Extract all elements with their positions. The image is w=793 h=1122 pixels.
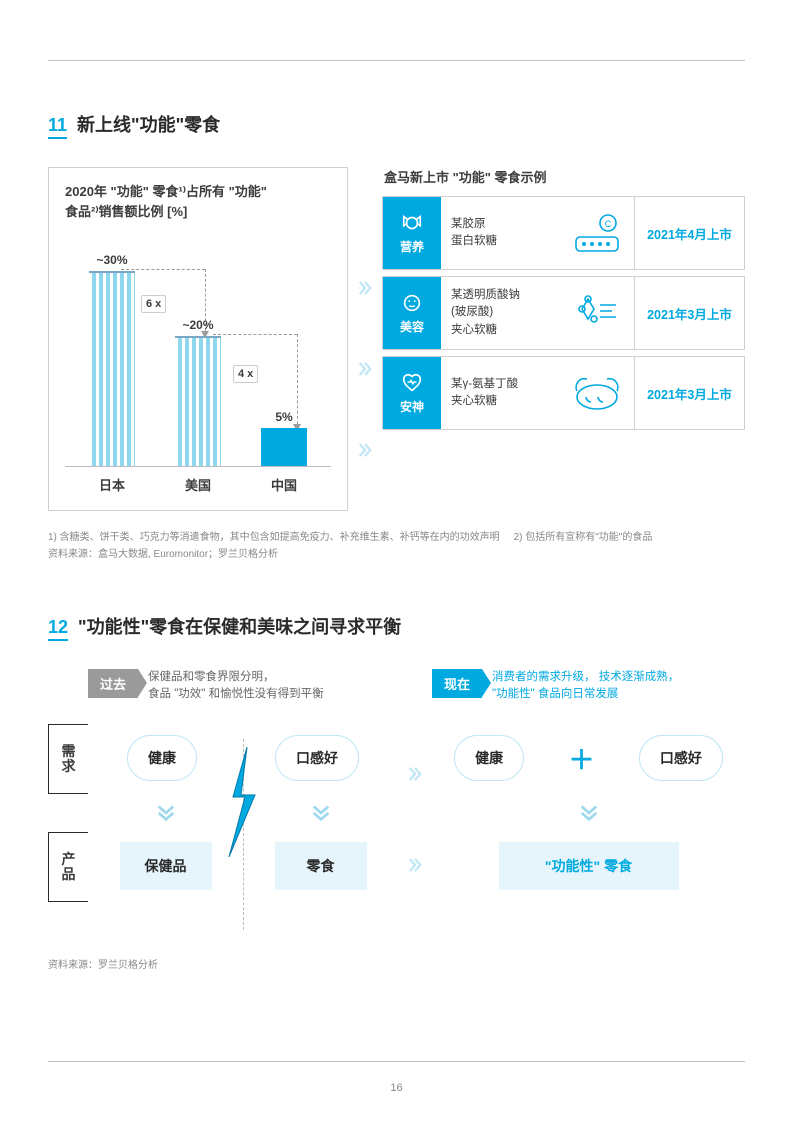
row-labels: 需求 产品 xyxy=(48,669,88,940)
cat-japan: 日本 xyxy=(77,475,147,494)
bar-usa: ~20% xyxy=(163,318,233,466)
bar-rect-china xyxy=(261,428,307,466)
cat-usa: 美国 xyxy=(163,475,233,494)
demand-label: 需求 xyxy=(48,724,88,794)
calm-label: 安神 xyxy=(400,398,424,415)
example-date: 2021年3月上市 xyxy=(634,277,744,349)
down-chevron-icon xyxy=(578,801,600,823)
product-label: 产品 xyxy=(48,832,88,902)
past-demand-health: 健康 xyxy=(127,735,197,781)
example-title: 盒马新上市 "功能" 零食示例 xyxy=(382,167,745,186)
past-header: 过去 保健品和零食界限分明， 食品 "功效" 和愉悦性没有得到平衡 xyxy=(88,669,398,705)
now-text: 消费者的需求升级， 技术逐渐成熟， "功能性" 食品向日常发展 xyxy=(492,669,679,704)
chevron-right-icon xyxy=(406,765,424,783)
example-text: 某γ-氨基丁酸 夹心软糖 xyxy=(451,376,558,411)
section-11-heading: 11 新上线"功能"零食 xyxy=(48,111,745,139)
past-product-health: 保健品 xyxy=(120,842,212,890)
example-panel: 盒马新上市 "功能" 零食示例 营养 某胶原 蛋白软糖 C xyxy=(382,167,745,511)
now-column: 现在 消费者的需求升级， 技术逐渐成熟， "功能性" 食品向日常发展 健康 ＋ … xyxy=(432,669,745,940)
beauty-badge: 美容 xyxy=(383,277,441,349)
bar-japan: ~30% xyxy=(77,253,147,466)
example-row-calm: 安神 某γ-氨基丁酸 夹心软糖 2021年3月上市 xyxy=(382,356,745,430)
example-mid: 某γ-氨基丁酸 夹心软糖 xyxy=(441,357,634,429)
footnote-1: 1) 含糖类、饼干类、巧克力等消遣食物，其中包含如提高免疫力、补充维生素、补钙等… xyxy=(48,532,500,543)
section-11-source: 资料来源：盒马大数据, Euromonitor；罗兰贝格分析 xyxy=(48,549,278,560)
example-date: 2021年4月上市 xyxy=(634,197,744,269)
example-mid: 某胶原 蛋白软糖 C xyxy=(441,197,634,269)
now-demand-taste: 口感好 xyxy=(639,735,723,781)
now-arrow xyxy=(432,793,745,831)
chart-categories: 日本 美国 中国 xyxy=(65,475,331,494)
top-rule xyxy=(48,60,745,61)
footnote-2: 2) 包括所有宣称有"功能"的食品 xyxy=(514,532,653,543)
bar-label-japan: ~30% xyxy=(96,253,127,267)
chevron-right-icon xyxy=(356,360,374,378)
now-demand-row: 健康 ＋ 口感好 xyxy=(432,723,745,793)
down-chevron-icon xyxy=(310,801,332,823)
past-column: 过去 保健品和零食界限分明， 食品 "功效" 和愉悦性没有得到平衡 健康 口感好… xyxy=(88,669,398,940)
example-row-nutrition: 营养 某胶原 蛋白软糖 C 2021年4月上市 xyxy=(382,196,745,270)
bottom-rule xyxy=(48,1061,745,1062)
down-chevron-icon xyxy=(155,801,177,823)
past-tag: 过去 xyxy=(88,669,138,698)
section-11-number: 11 xyxy=(48,115,67,139)
chart-title: 2020年 "功能" 零食¹⁾占所有 "功能" 食品²⁾销售额比例 [%] xyxy=(65,182,331,221)
now-tag: 现在 xyxy=(432,669,482,698)
past-text: 保健品和零食界限分明， 食品 "功效" 和愉悦性没有得到平衡 xyxy=(148,669,324,704)
calm-badge: 安神 xyxy=(383,357,441,429)
plus-icon: ＋ xyxy=(568,740,594,777)
section-12-title: "功能性"零食在保健和美味之间寻求平衡 xyxy=(78,613,401,639)
section-11-footnotes: 1) 含糖类、饼干类、巧克力等消遣食物，其中包含如提高免疫力、补充维生素、补钙等… xyxy=(48,529,745,563)
chart-panel: 2020年 "功能" 零食¹⁾占所有 "功能" 食品²⁾销售额比例 [%] 6 … xyxy=(48,167,348,511)
section-11-body: 2020年 "功能" 零食¹⁾占所有 "功能" 食品²⁾销售额比例 [%] 6 … xyxy=(48,167,745,511)
past-demand-taste: 口感好 xyxy=(275,735,359,781)
now-product: "功能性" 零食 xyxy=(499,842,679,890)
lightning-icon xyxy=(225,747,261,857)
bar-rect-japan xyxy=(89,271,135,466)
past-product-snack: 零食 xyxy=(275,842,367,890)
chevron-right-icon xyxy=(356,441,374,459)
example-row-beauty: 美容 某透明质酸钠 (玻尿酸) 夹心软糖 2021年3月上市 xyxy=(382,276,745,350)
heart-icon xyxy=(401,372,423,394)
beauty-label: 美容 xyxy=(400,318,424,335)
bar-rect-usa xyxy=(175,336,221,466)
example-mid: 某透明质酸钠 (玻尿酸) 夹心软糖 xyxy=(441,277,634,349)
bar-label-china: 5% xyxy=(275,410,292,424)
example-date: 2021年3月上市 xyxy=(634,357,744,429)
chevron-right-icon xyxy=(356,279,374,297)
chart-title-l2: 食品²⁾销售额比例 [%] xyxy=(65,204,187,219)
product-sleepmask-icon xyxy=(570,371,624,415)
bar-chart: 6 x 4 x ~30% ~20% 5% xyxy=(65,237,331,467)
s12-chevron-column xyxy=(398,669,432,940)
face-icon xyxy=(401,292,423,314)
cat-china: 中国 xyxy=(249,475,319,494)
svg-text:C: C xyxy=(605,219,612,229)
candy-icon xyxy=(401,212,423,234)
example-text: 某胶原 蛋白软糖 xyxy=(451,216,558,251)
section-11-title: 新上线"功能"零食 xyxy=(77,111,220,137)
now-demand-health: 健康 xyxy=(454,735,524,781)
anno-4x: 4 x xyxy=(233,365,258,383)
chevron-right-icon xyxy=(406,856,424,874)
product-collagen-icon: C xyxy=(570,211,624,255)
page-number: 16 xyxy=(0,1082,793,1094)
section-12: 12 "功能性"零食在保健和美味之间寻求平衡 需求 产品 过去 保健品和零食界限… xyxy=(48,613,745,971)
nutrition-badge: 营养 xyxy=(383,197,441,269)
section-12-heading: 12 "功能性"零食在保健和美味之间寻求平衡 xyxy=(48,613,745,641)
chart-title-l1: 2020年 "功能" 零食¹⁾占所有 "功能" xyxy=(65,184,267,199)
product-molecule-icon xyxy=(570,291,624,335)
section-12-source: 资料来源：罗兰贝格分析 xyxy=(48,956,745,971)
bar-label-usa: ~20% xyxy=(182,318,213,332)
now-product-row: "功能性" 零食 xyxy=(432,831,745,901)
section-12-body: 需求 产品 过去 保健品和零食界限分明， 食品 "功效" 和愉悦性没有得到平衡 … xyxy=(48,669,745,940)
section-12-number: 12 xyxy=(48,617,68,641)
example-text: 某透明质酸钠 (玻尿酸) 夹心软糖 xyxy=(451,287,558,339)
nutrition-label: 营养 xyxy=(400,238,424,255)
chevron-column xyxy=(348,167,382,511)
bar-china: 5% xyxy=(249,410,319,466)
now-header: 现在 消费者的需求升级， 技术逐渐成熟， "功能性" 食品向日常发展 xyxy=(432,669,745,705)
